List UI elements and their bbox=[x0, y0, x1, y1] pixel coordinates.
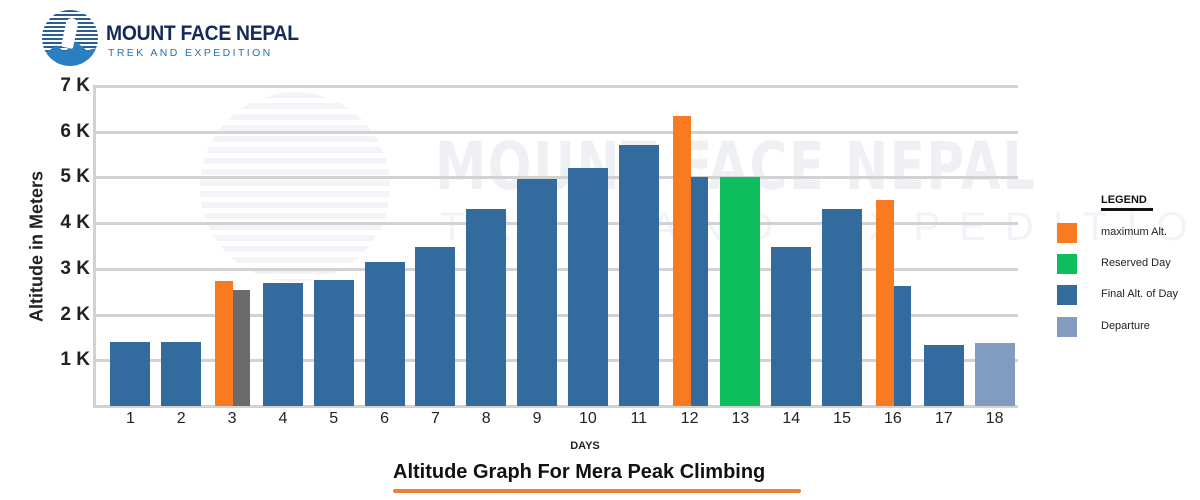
x-tick-label: 7 bbox=[430, 410, 440, 427]
title-underline bbox=[393, 489, 801, 493]
x-tick-label: 16 bbox=[884, 410, 902, 427]
legend-label: Final Alt. of Day bbox=[1101, 288, 1179, 300]
legend-title: LEGEND bbox=[1101, 194, 1147, 206]
x-tick-label: 12 bbox=[680, 410, 699, 427]
legend-swatch bbox=[1057, 223, 1077, 243]
legend-label: Departure bbox=[1101, 320, 1150, 332]
bar-departure bbox=[974, 342, 1015, 406]
x-tick-label: 4 bbox=[278, 410, 288, 427]
bar-final-alt bbox=[233, 289, 251, 406]
y-tick-label: 6 K bbox=[60, 120, 90, 142]
y-tick-label: 5 K bbox=[60, 166, 90, 188]
bar-final-alt bbox=[415, 246, 456, 406]
bar-final-alt bbox=[567, 168, 608, 406]
bar-reserved-day bbox=[720, 177, 761, 406]
bar-final-alt bbox=[822, 209, 863, 406]
bar-final-alt bbox=[110, 342, 151, 406]
x-tick-label: 15 bbox=[833, 410, 851, 427]
bar-final-alt bbox=[771, 246, 812, 406]
bar-final-alt bbox=[364, 261, 405, 406]
bar-max-alt bbox=[672, 115, 691, 406]
x-tick-label: 10 bbox=[579, 410, 597, 427]
x-tick-label: 1 bbox=[125, 410, 135, 427]
bar-final-alt bbox=[618, 145, 659, 406]
x-axis-label: DAYS bbox=[570, 440, 600, 452]
brand-name: MOUNT FACE NEPAL bbox=[106, 22, 299, 45]
bar-final-alt bbox=[466, 209, 507, 406]
plot-area bbox=[93, 85, 1018, 408]
legend-item-max-alt: maximum Alt. bbox=[1057, 223, 1200, 243]
y-tick-label: 3 K bbox=[60, 257, 90, 279]
chart-title: Altitude Graph For Mera Peak Climbing bbox=[393, 461, 766, 483]
x-tick-label: 9 bbox=[532, 410, 542, 427]
legend-item-final-alt: Final Alt. of Day bbox=[1057, 285, 1200, 305]
bar-max-alt bbox=[215, 281, 234, 406]
y-tick-label: 4 K bbox=[60, 212, 90, 234]
bar-final-alt bbox=[313, 280, 354, 406]
legend-label: maximum Alt. bbox=[1101, 226, 1168, 238]
x-tick-label: 2 bbox=[176, 410, 186, 427]
x-tick-label: 13 bbox=[731, 410, 750, 427]
legend-item-reserved-day: Reserved Day bbox=[1057, 254, 1200, 274]
bar-final-alt bbox=[923, 345, 964, 406]
bar-final-alt bbox=[161, 342, 202, 406]
bar-final-alt bbox=[690, 177, 708, 406]
x-tick-label: 14 bbox=[782, 410, 801, 427]
x-tick-label: 8 bbox=[481, 410, 491, 427]
legend-item-departure: Departure bbox=[1057, 317, 1200, 337]
legend-swatch bbox=[1057, 285, 1077, 305]
mountain-climber-logo-icon bbox=[42, 10, 98, 66]
x-tick-label: 18 bbox=[985, 410, 1004, 427]
gridline bbox=[93, 130, 1018, 134]
gridline bbox=[93, 85, 1018, 88]
gridline bbox=[93, 176, 1018, 180]
y-axis-label: Altitude in Meters bbox=[26, 171, 47, 323]
legend-swatch bbox=[1057, 317, 1077, 337]
watermark-logo-icon bbox=[200, 92, 390, 282]
y-axis-line bbox=[93, 86, 96, 408]
x-tick-label: 5 bbox=[329, 410, 339, 427]
y-tick-label: 2 K bbox=[60, 303, 90, 325]
x-tick-label: 6 bbox=[380, 410, 390, 427]
y-tick-label: 1 K bbox=[60, 349, 90, 371]
legend-title-underline bbox=[1101, 208, 1153, 211]
legend-label: Reserved Day bbox=[1101, 257, 1171, 269]
brand-logo: MOUNT FACE NEPAL TREK AND EXPEDITION bbox=[42, 8, 299, 68]
bar-final-alt bbox=[517, 178, 558, 406]
bar-final-alt bbox=[262, 282, 303, 406]
x-tick-label: 3 bbox=[227, 410, 237, 427]
bar-max-alt bbox=[875, 200, 894, 406]
gridline bbox=[93, 405, 1018, 408]
legend-swatch bbox=[1057, 254, 1077, 274]
bar-final-alt bbox=[893, 286, 911, 406]
y-tick-label: 7 K bbox=[60, 75, 90, 96]
x-tick-label: 11 bbox=[630, 410, 648, 427]
x-tick-label: 17 bbox=[934, 410, 953, 427]
brand-tagline: TREK AND EXPEDITION bbox=[108, 47, 273, 59]
